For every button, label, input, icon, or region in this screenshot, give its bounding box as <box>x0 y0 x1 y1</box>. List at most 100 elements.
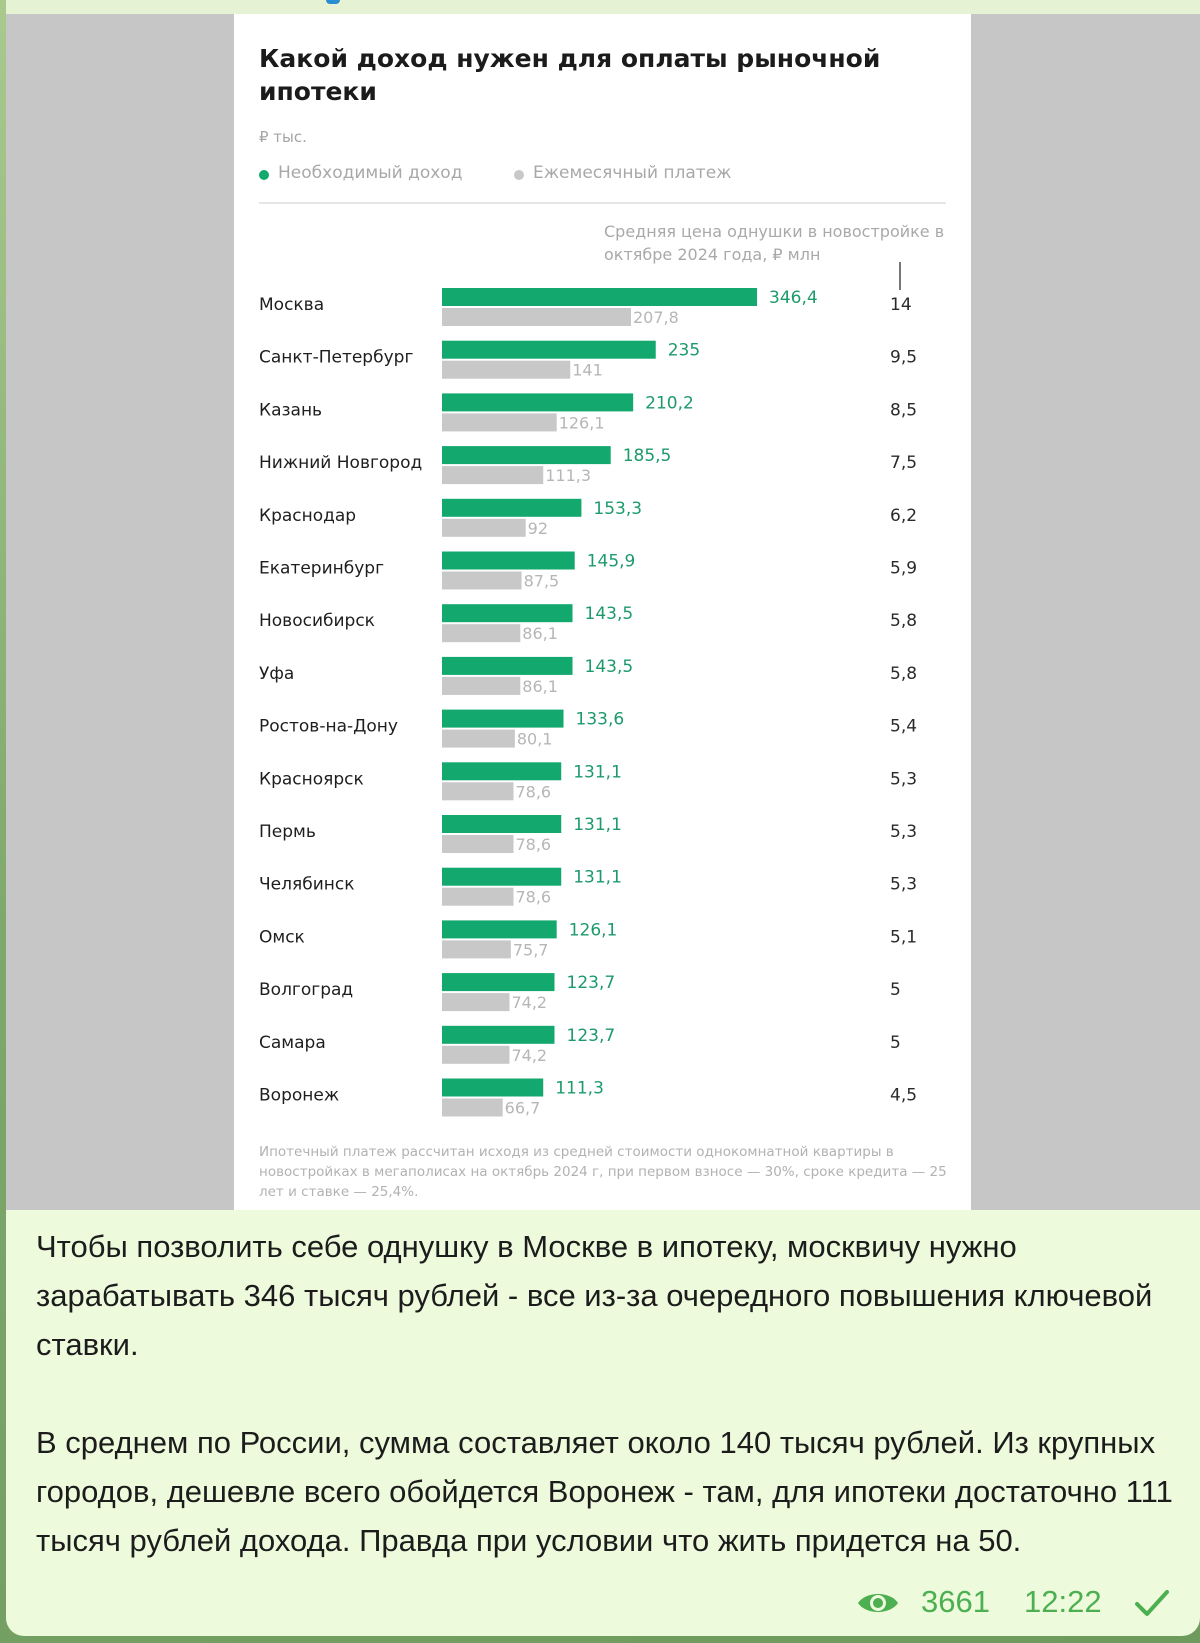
city-label: Воронеж <box>259 1086 339 1106</box>
price-value-label: 5,3 <box>890 875 917 895</box>
income-bar <box>442 920 557 939</box>
photo-blur-right <box>971 14 1200 1210</box>
photo-blur-left <box>6 14 234 1210</box>
city-label: Волгоград <box>259 980 353 1000</box>
payment-value-label: 87,5 <box>524 572 560 591</box>
payment-value-label: 92 <box>528 519 548 538</box>
payment-value-label: 80,1 <box>517 730 553 749</box>
price-value-label: 5,3 <box>890 822 917 842</box>
income-bar <box>442 867 562 886</box>
payment-bar <box>442 518 526 537</box>
message-text: Чтобы позволить себе однушку в Москве в … <box>36 1222 1186 1565</box>
income-bar <box>442 973 555 992</box>
legend-dot-gray-icon <box>514 170 524 180</box>
city-label: Омск <box>259 927 305 947</box>
bar-chart: Москва 346,4 207,8 14 Санкт-Петербург 235 141 9… <box>259 288 917 1118</box>
price-value-label: 5,4 <box>890 717 917 737</box>
income-bar <box>442 604 573 623</box>
payment-value-label: 126,1 <box>559 413 605 432</box>
income-bar <box>442 762 562 781</box>
payment-bar <box>442 466 544 485</box>
city-label: Красноярск <box>259 769 364 789</box>
payment-bar <box>442 413 557 432</box>
income-bar <box>442 498 582 517</box>
price-value-label: 5 <box>890 980 901 1000</box>
city-label: Самара <box>259 1033 326 1053</box>
payment-bar <box>442 624 521 643</box>
message-meta: 3661 12:22 <box>856 1582 1169 1626</box>
city-label: Краснодар <box>259 506 356 526</box>
income-value-label: 153,3 <box>593 499 642 519</box>
infographic-card: Какой доход нужен для оплаты рыночной ип… <box>234 14 971 1210</box>
payment-bar <box>442 1098 503 1117</box>
payment-value-label: 86,1 <box>522 624 558 643</box>
payment-value-label: 207,8 <box>633 308 679 327</box>
payment-bar <box>442 308 631 326</box>
city-label: Уфа <box>259 664 294 684</box>
income-value-label: 143,5 <box>585 604 634 624</box>
payment-value-label: 74,2 <box>511 993 547 1012</box>
message-bubble[interactable]: Какой доход нужен для оплаты рыночной ип… <box>6 0 1200 1636</box>
city-label: Нижний Новгород <box>259 453 422 473</box>
payment-value-label: 78,6 <box>515 888 551 907</box>
legend-dot-green-icon <box>259 170 269 180</box>
income-value-label: 346,4 <box>769 288 818 308</box>
income-value-label: 143,5 <box>585 657 634 677</box>
message-time: 12:22 <box>1024 1584 1102 1619</box>
previous-message-edge <box>6 0 1200 14</box>
price-value-label: 4,5 <box>890 1086 917 1106</box>
income-value-label: 210,2 <box>645 393 694 413</box>
payment-value-label: 78,6 <box>515 835 551 854</box>
payment-value-label: 66,7 <box>505 1099 541 1118</box>
price-value-label: 5,9 <box>890 559 917 579</box>
price-value-label: 5,3 <box>890 769 917 789</box>
income-value-label: 133,6 <box>576 710 625 730</box>
price-column-header: Средняя цена однушки в новостройке в окт… <box>604 222 945 264</box>
income-value-label: 123,7 <box>567 1026 616 1046</box>
payment-bar <box>442 1045 510 1064</box>
price-value-label: 6,2 <box>890 506 917 526</box>
income-bar <box>442 393 634 412</box>
price-value-label: 8,5 <box>890 400 917 420</box>
price-value-label: 5,1 <box>890 927 917 947</box>
legend-label-payment: Ежемесячный платеж <box>533 163 732 183</box>
price-value-label: 5,8 <box>890 611 917 631</box>
price-value-label: 7,5 <box>890 453 917 473</box>
payment-value-label: 86,1 <box>522 677 558 696</box>
payment-bar <box>442 940 511 959</box>
income-bar <box>442 446 611 465</box>
income-bar <box>442 1025 555 1044</box>
income-value-label: 111,3 <box>555 1079 604 1099</box>
price-value-label: 5 <box>890 1033 901 1053</box>
income-value-label: 126,1 <box>569 920 618 940</box>
income-bar <box>442 288 758 306</box>
check-icon <box>1134 1588 1170 1626</box>
payment-bar <box>442 835 514 853</box>
legend-divider <box>259 202 946 204</box>
payment-bar <box>442 887 514 906</box>
income-bar <box>442 709 564 728</box>
payment-value-label: 74,2 <box>511 1046 547 1065</box>
message-photo[interactable]: Какой доход нужен для оплаты рыночной ип… <box>6 14 1200 1210</box>
income-bar <box>442 1078 544 1097</box>
income-bar <box>442 656 573 675</box>
payment-bar <box>442 729 515 748</box>
legend-label-income: Необходимый доход <box>278 163 463 183</box>
price-value-label: 14 <box>890 295 912 315</box>
income-value-label: 185,5 <box>623 446 672 466</box>
income-bar <box>442 815 562 833</box>
price-column-tick <box>899 262 901 290</box>
payment-value-label: 111,3 <box>545 466 591 485</box>
income-value-label: 131,1 <box>573 868 622 888</box>
view-count: 3661 <box>921 1584 990 1619</box>
payment-bar <box>442 571 522 590</box>
payment-bar <box>442 782 514 801</box>
message-paragraph-1: Чтобы позволить себе однушку в Москве в … <box>36 1229 1153 1362</box>
chart-title: Какой доход нужен для оплаты рыночной ип… <box>259 44 881 106</box>
chart-unit: ₽ тыс. <box>259 128 307 146</box>
payment-value-label: 75,7 <box>513 940 549 959</box>
chart-footnote: Ипотечный платеж рассчитан исходя из сре… <box>259 1144 947 1200</box>
price-value-label: 5,8 <box>890 664 917 684</box>
payment-bar <box>442 360 571 379</box>
eye-icon <box>856 1588 900 1626</box>
